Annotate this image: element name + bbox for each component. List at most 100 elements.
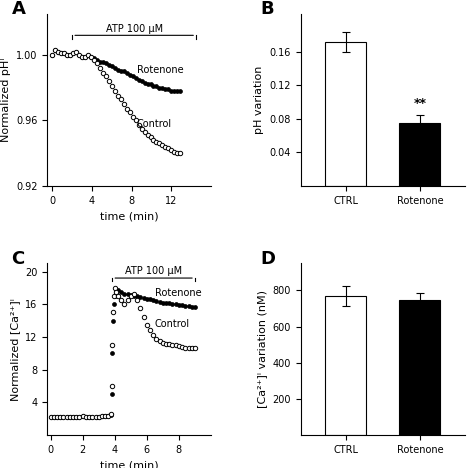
Point	[66, 414, 73, 421]
Point	[138, 125, 146, 132]
Point	[95, 414, 102, 421]
Point	[144, 132, 151, 139]
Point	[143, 321, 151, 329]
Bar	[400, 123, 440, 186]
Point	[108, 391, 115, 398]
Point	[109, 350, 116, 357]
Point	[105, 77, 113, 85]
Point	[61, 50, 68, 57]
Point	[109, 317, 117, 324]
Point	[82, 414, 90, 421]
Point	[171, 87, 178, 95]
Point	[169, 300, 176, 308]
Point	[96, 58, 104, 65]
Point	[93, 59, 101, 67]
Point	[123, 105, 130, 113]
Text: C: C	[11, 249, 25, 268]
Y-axis label: [Ca²⁺]ᴵ variation (nM): [Ca²⁺]ᴵ variation (nM)	[257, 290, 267, 408]
Point	[129, 113, 137, 121]
Point	[167, 87, 175, 95]
Point	[57, 50, 65, 57]
Point	[135, 76, 142, 83]
Point	[141, 79, 148, 87]
Point	[107, 411, 115, 418]
Point	[164, 86, 172, 93]
Point	[50, 414, 58, 421]
Point	[81, 53, 89, 60]
Point	[111, 284, 118, 292]
Point	[165, 341, 173, 348]
Point	[64, 51, 71, 58]
Point	[171, 148, 178, 155]
X-axis label: time (min): time (min)	[100, 461, 158, 468]
Point	[132, 117, 139, 124]
Point	[172, 342, 180, 349]
Point	[78, 53, 86, 60]
Point	[60, 414, 67, 421]
Point	[90, 56, 98, 64]
Point	[108, 382, 115, 390]
Text: ATP 100 μM: ATP 100 μM	[125, 266, 182, 277]
Point	[84, 51, 92, 58]
Y-axis label: pH variation: pH variation	[254, 66, 264, 134]
Point	[76, 414, 83, 421]
Point	[147, 133, 155, 140]
Point	[169, 342, 176, 349]
Text: B: B	[260, 0, 273, 18]
Point	[91, 414, 99, 421]
Point	[156, 337, 164, 345]
Point	[176, 149, 184, 157]
Point	[109, 342, 116, 349]
Point	[108, 63, 116, 70]
Point	[98, 413, 106, 420]
Point	[82, 414, 90, 421]
Bar	[400, 300, 440, 435]
Point	[66, 51, 74, 58]
Point	[182, 344, 189, 351]
Point	[173, 149, 181, 157]
Point	[47, 414, 55, 421]
Point	[102, 59, 109, 67]
Point	[159, 141, 166, 149]
Bar	[325, 42, 366, 186]
Point	[143, 295, 151, 302]
Point	[61, 50, 68, 57]
Point	[48, 51, 56, 58]
Point	[56, 414, 64, 421]
Point	[155, 84, 163, 91]
Point	[110, 292, 118, 300]
Point	[53, 414, 61, 421]
Point	[111, 64, 118, 72]
Point	[108, 82, 116, 90]
Point	[114, 66, 121, 73]
Point	[53, 414, 61, 421]
Point	[87, 53, 95, 60]
Point	[114, 292, 122, 300]
Point	[133, 296, 141, 304]
Text: A: A	[11, 0, 25, 18]
X-axis label: time (min): time (min)	[100, 211, 158, 221]
Point	[99, 58, 107, 65]
Point	[162, 143, 169, 150]
Point	[133, 292, 141, 300]
Point	[167, 146, 175, 154]
Point	[93, 56, 101, 64]
Point	[63, 414, 71, 421]
Text: Control: Control	[155, 319, 190, 329]
Point	[132, 74, 139, 81]
Point	[146, 327, 154, 334]
Point	[127, 292, 135, 300]
Point	[101, 413, 109, 420]
Point	[57, 50, 65, 57]
Point	[120, 290, 128, 297]
Point	[141, 128, 148, 136]
Point	[47, 414, 55, 421]
Point	[155, 139, 163, 147]
Point	[87, 53, 95, 60]
Point	[112, 288, 120, 296]
Point	[173, 87, 181, 95]
Point	[127, 292, 135, 299]
Point	[69, 414, 77, 421]
Point	[137, 305, 144, 312]
Text: Rotenone: Rotenone	[155, 288, 201, 298]
